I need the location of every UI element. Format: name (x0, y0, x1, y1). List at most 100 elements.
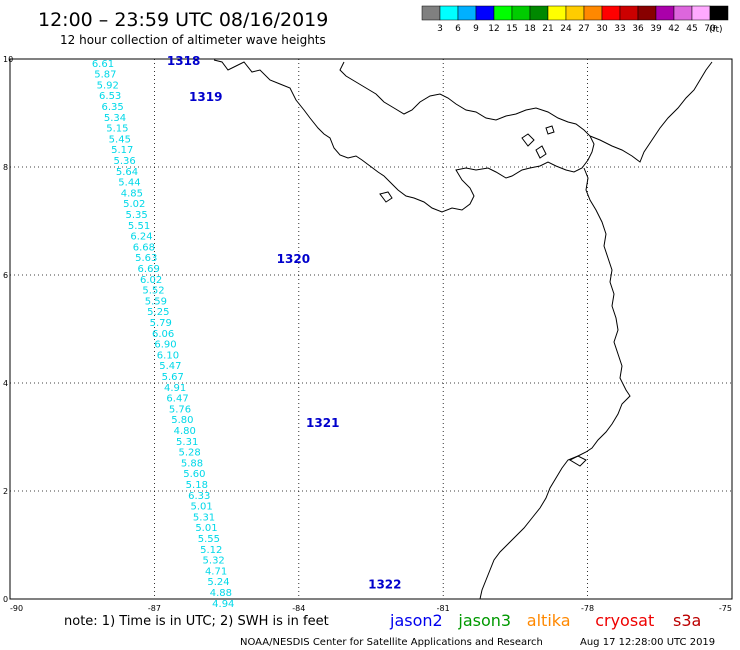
legend-label: 36 (632, 24, 644, 34)
satellite-label: altika (527, 611, 571, 630)
swh-observation: 5.01 (191, 502, 213, 513)
pass-label: 1322 (368, 577, 401, 591)
legend-swatch (565, 5, 585, 21)
swh-observation: 6.35 (101, 102, 123, 113)
legend-label: 42 (668, 24, 679, 34)
legend-swatch (547, 5, 567, 21)
swh-observation: 5.60 (183, 469, 205, 480)
caribbean-coast (589, 61, 713, 163)
legend-swatch (475, 5, 495, 21)
footer-timestamp: Aug 17 12:28:00 UTC 2019 (580, 637, 715, 648)
swh-observation: 6.10 (157, 350, 179, 361)
swh-observation: 4.94 (212, 599, 234, 610)
swh-observation: 6.33 (188, 491, 210, 502)
swh-observation: 5.28 (178, 448, 200, 459)
swh-observation: 5.87 (94, 70, 116, 81)
swh-observation: 5.01 (195, 523, 217, 534)
swh-observation: 5.64 (116, 167, 138, 178)
swh-observation: 6.53 (99, 91, 121, 102)
footer-note: note: 1) Time is in UTC; 2) SWH is in fe… (64, 614, 329, 629)
swh-observation: 6.24 (130, 232, 152, 243)
axis-ticks: -90 -87 -84 -81 -78 -75 10 8 6 4 2 0 (3, 55, 732, 613)
swh-observation: 6.90 (154, 340, 176, 351)
swh-observation: 5.24 (207, 577, 229, 588)
legend-swatch (583, 5, 603, 21)
y-tick-label: 10 (3, 55, 13, 64)
x-tick-label: -84 (292, 604, 305, 613)
swh-observation: 6.61 (92, 59, 114, 70)
swh-observation: 5.32 (203, 556, 225, 567)
x-tick-label: -75 (719, 604, 732, 613)
swh-observation: 5.45 (109, 134, 131, 145)
legend-label: 24 (560, 24, 572, 34)
legend-swatch (709, 5, 729, 21)
swh-observation: 5.36 (113, 156, 135, 167)
swh-observation: 5.44 (118, 178, 140, 189)
map-subtitle: 12 hour collection of altimeter wave hei… (60, 33, 326, 47)
swh-observation: 5.25 (147, 307, 169, 318)
legend-unit: (ft) (709, 25, 723, 35)
legend-swatch (673, 5, 693, 21)
legend-label: 15 (506, 24, 517, 34)
x-tick-label: -87 (148, 604, 161, 613)
swh-observation: 6.69 (138, 264, 160, 275)
swh-observation: 4.71 (205, 566, 227, 577)
swh-observation: 4.88 (210, 588, 232, 599)
legend-label: 70 (704, 24, 716, 34)
satellite-legend: jason2 jason3 altika cryosat s3a (389, 611, 701, 630)
color-legend: 3 6 9 12 15 18 21 24 27 30 33 36 39 42 45 70 (421, 5, 729, 34)
swh-observation: 4.91 (164, 383, 186, 394)
swh-observation: 5.67 (162, 372, 184, 383)
swh-observation: 5.47 (159, 361, 181, 372)
legend-swatch (439, 5, 459, 21)
swh-observation: 5.92 (97, 80, 119, 91)
legend-label: 33 (614, 24, 625, 34)
swh-observation: 5.76 (169, 404, 191, 415)
map-title: 12:00 – 23:59 UTC 08/16/2019 (38, 9, 328, 31)
y-tick-label: 4 (3, 379, 8, 388)
legend-label: 27 (578, 24, 589, 34)
pass-label: 1320 (277, 252, 310, 266)
x-tick-label: -90 (10, 604, 23, 613)
legend-swatch (619, 5, 639, 21)
x-tick-label: -78 (581, 604, 594, 613)
satellite-label: cryosat (595, 611, 654, 630)
swh-observation: 5.63 (135, 253, 157, 264)
plot-frame (9, 58, 733, 600)
legend-swatch (511, 5, 531, 21)
swh-observation: 5.12 (200, 545, 222, 556)
coastline (213, 59, 713, 600)
legend-label: 6 (455, 24, 461, 34)
pass-label: 1321 (306, 416, 339, 430)
y-tick-label: 8 (3, 163, 8, 172)
swh-observation: 6.47 (166, 394, 188, 405)
swh-observation: 5.31 (193, 512, 215, 523)
pass-label: 1318 (167, 54, 200, 68)
swh-observation: 5.59 (145, 296, 167, 307)
swh-observation: 5.34 (104, 113, 126, 124)
pass-label: 1319 (189, 90, 222, 104)
pearl-islands (521, 125, 555, 159)
y-tick-label: 0 (3, 595, 8, 604)
pass-labels: 1318 1319 1320 1321 1322 (167, 54, 402, 591)
swh-observation: 5.80 (171, 415, 193, 426)
swh-observation: 6.06 (152, 329, 174, 340)
swh-observation: 5.35 (126, 210, 148, 221)
swh-observation: 5.51 (128, 221, 150, 232)
coiba-island (379, 191, 393, 203)
satellite-label: jason3 (457, 611, 511, 630)
swh-observation: 5.02 (123, 199, 145, 210)
legend-label: 3 (437, 24, 443, 34)
footer-credit: NOAA/NESDIS Center for Satellite Applica… (240, 637, 543, 648)
satellite-label: jason2 (389, 611, 443, 630)
pacific-coast (479, 167, 631, 600)
swh-observation: 5.79 (150, 318, 172, 329)
legend-swatch (637, 5, 657, 21)
swh-observation: 4.80 (174, 426, 196, 437)
legend-swatch (421, 5, 441, 21)
swh-observation: 6.02 (140, 275, 162, 286)
legend-swatch (529, 5, 549, 21)
altimeter-track: 6.615.875.926.536.355.345.155.455.175.36… (92, 59, 235, 610)
